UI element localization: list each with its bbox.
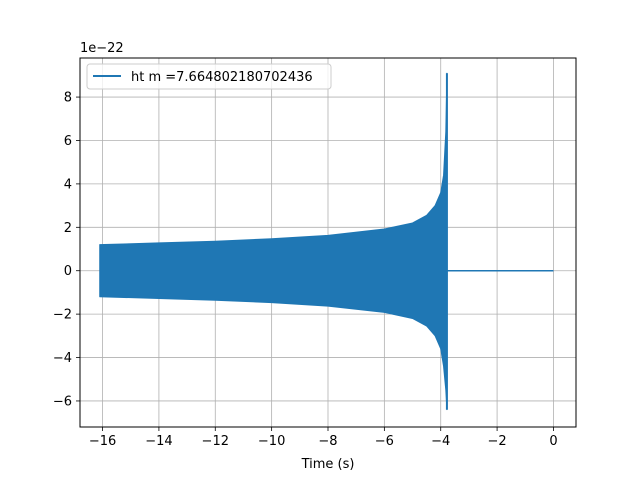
grid-lines bbox=[80, 58, 576, 427]
x-tick-label: −12 bbox=[202, 434, 229, 449]
x-axis-ticks: −16 −14 −12 −10 −8 −6 −4 −2 0 bbox=[89, 427, 558, 449]
series-oscillation-band bbox=[99, 72, 448, 411]
x-tick-label: 0 bbox=[549, 434, 557, 449]
y-tick-label: −6 bbox=[53, 394, 72, 409]
y-axis-ticks: −6 −4 −2 0 2 4 6 8 bbox=[53, 91, 80, 409]
legend-entry-label: ht m =7.664802180702436 bbox=[131, 70, 313, 85]
x-tick-label: −8 bbox=[318, 434, 337, 449]
y-tick-label: 2 bbox=[64, 221, 72, 236]
y-tick-label: −2 bbox=[53, 308, 72, 323]
x-tick-label: −4 bbox=[431, 434, 450, 449]
y-offset-text: 1e−22 bbox=[80, 41, 124, 56]
x-tick-label: −2 bbox=[488, 434, 507, 449]
x-tick-label: −6 bbox=[375, 434, 394, 449]
x-axis-label: Time (s) bbox=[301, 457, 355, 472]
series-layer bbox=[99, 72, 554, 411]
y-tick-label: 6 bbox=[64, 134, 72, 149]
x-tick-label: −10 bbox=[258, 434, 285, 449]
y-tick-label: 4 bbox=[64, 177, 72, 192]
legend-box bbox=[86, 63, 332, 90]
y-tick-label: −4 bbox=[53, 351, 72, 366]
legend: ht m =7.664802180702436 bbox=[86, 63, 332, 90]
y-tick-label: 0 bbox=[64, 264, 72, 279]
y-tick-label: 8 bbox=[64, 91, 72, 106]
x-tick-label: −16 bbox=[89, 434, 116, 449]
x-tick-label: −14 bbox=[145, 434, 172, 449]
